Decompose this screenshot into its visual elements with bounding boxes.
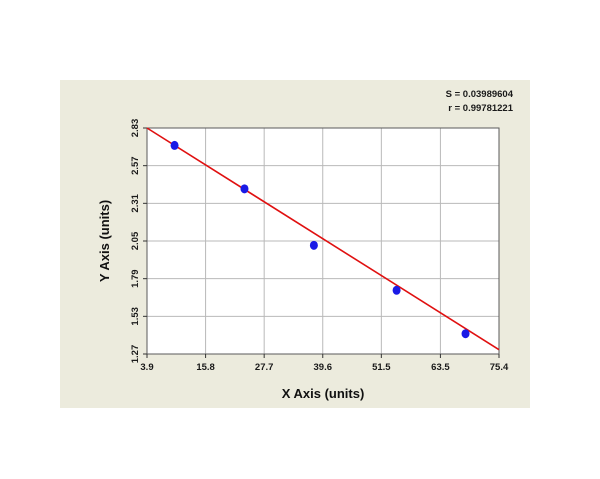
y-tick-label: 1.79: [130, 269, 141, 288]
gridlines: [147, 128, 499, 354]
data-point: [392, 285, 401, 295]
stat-r: r = 0.99781221: [448, 103, 513, 114]
x-tick-label: 39.6: [314, 362, 333, 373]
y-axis-ticks: 1.27 1.53 1.79 2.05 2.31 2.57 2.83: [130, 119, 147, 364]
y-tick-label: 1.53: [130, 307, 141, 326]
data-point: [461, 329, 470, 339]
data-point: [240, 184, 249, 194]
x-tick-label: 63.5: [431, 362, 450, 373]
x-axis-title: X Axis (units): [282, 386, 365, 401]
stat-s: S = 0.03989604: [446, 89, 514, 100]
y-tick-label: 1.27: [130, 345, 141, 364]
data-series: [146, 127, 500, 351]
y-axis-title: Y Axis (units): [97, 200, 112, 282]
x-axis-ticks: 3.9 15.8 27.7 39.6 51.5 63.5 75.4: [140, 354, 509, 373]
data-point: [309, 240, 318, 250]
fit-line: [146, 127, 500, 351]
x-tick-label: 3.9: [140, 362, 153, 373]
y-tick-label: 2.83: [130, 119, 141, 138]
x-tick-label: 15.8: [196, 362, 215, 373]
y-tick-label: 2.05: [130, 231, 141, 250]
x-tick-label: 75.4: [490, 362, 509, 373]
x-tick-label: 27.7: [255, 362, 274, 373]
y-tick-label: 2.31: [130, 193, 141, 212]
y-tick-label: 2.57: [130, 156, 141, 175]
x-tick-label: 51.5: [372, 362, 391, 373]
data-point: [170, 140, 179, 150]
